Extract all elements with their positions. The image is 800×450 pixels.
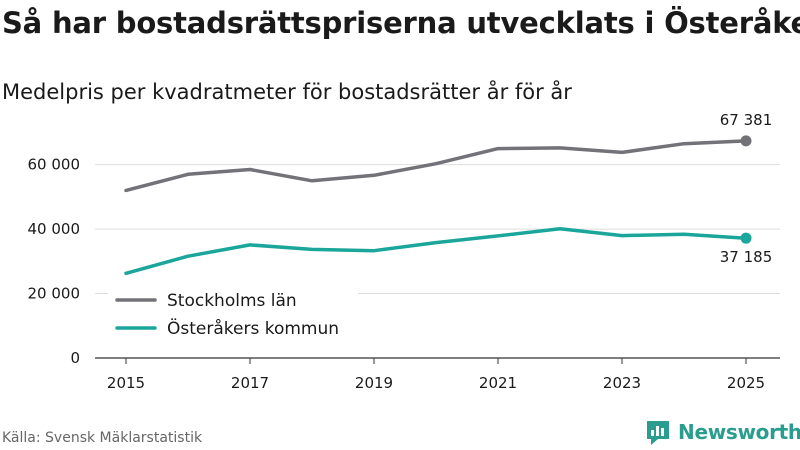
y-tick-label: 40 000: [28, 220, 81, 238]
chart-subtitle: Medelpris per kvadratmeter för bostadsrä…: [2, 80, 572, 104]
legend-background: [108, 288, 358, 342]
brand-name: Newsworthy: [678, 420, 800, 444]
chart-title: Så har bostadsrättspriserna utvecklats i…: [2, 6, 800, 40]
end-point: [740, 232, 752, 244]
gridlines: [95, 164, 780, 295]
x-tick-label: 2017: [231, 374, 269, 392]
x-axis: 2015 2017 2019 2021 2023 2025: [95, 357, 780, 392]
series-lines: [124, 135, 752, 276]
newsworthy-logo-icon: [647, 421, 669, 445]
newsworthy-logo: Newsworthy: [644, 418, 800, 446]
x-tick-label: 2019: [355, 374, 393, 392]
end-value-label: 67 381: [720, 111, 773, 129]
y-axis-ticks: 0 20 000 40 000 60 000: [28, 156, 81, 367]
series-line: [124, 227, 748, 276]
legend-label: Stockholms län: [167, 291, 297, 311]
y-tick-label: 0: [70, 349, 80, 367]
end-point: [740, 135, 752, 147]
end-value-label: 37 185: [720, 248, 773, 266]
y-tick-label: 60 000: [28, 156, 81, 174]
x-tick-label: 2015: [107, 374, 145, 392]
end-labels: 67 381 37 185: [720, 111, 773, 266]
legend: Stockholms län Österåkers kommun: [108, 288, 358, 342]
series-line: [124, 139, 748, 193]
y-tick-label: 20 000: [28, 285, 81, 303]
x-tick-label: 2021: [479, 374, 517, 392]
x-tick-label: 2023: [603, 374, 641, 392]
x-tick-label: 2025: [727, 374, 765, 392]
source-note: Källa: Svensk Mäklarstatistik: [2, 430, 203, 446]
legend-label: Österåkers kommun: [167, 317, 339, 339]
